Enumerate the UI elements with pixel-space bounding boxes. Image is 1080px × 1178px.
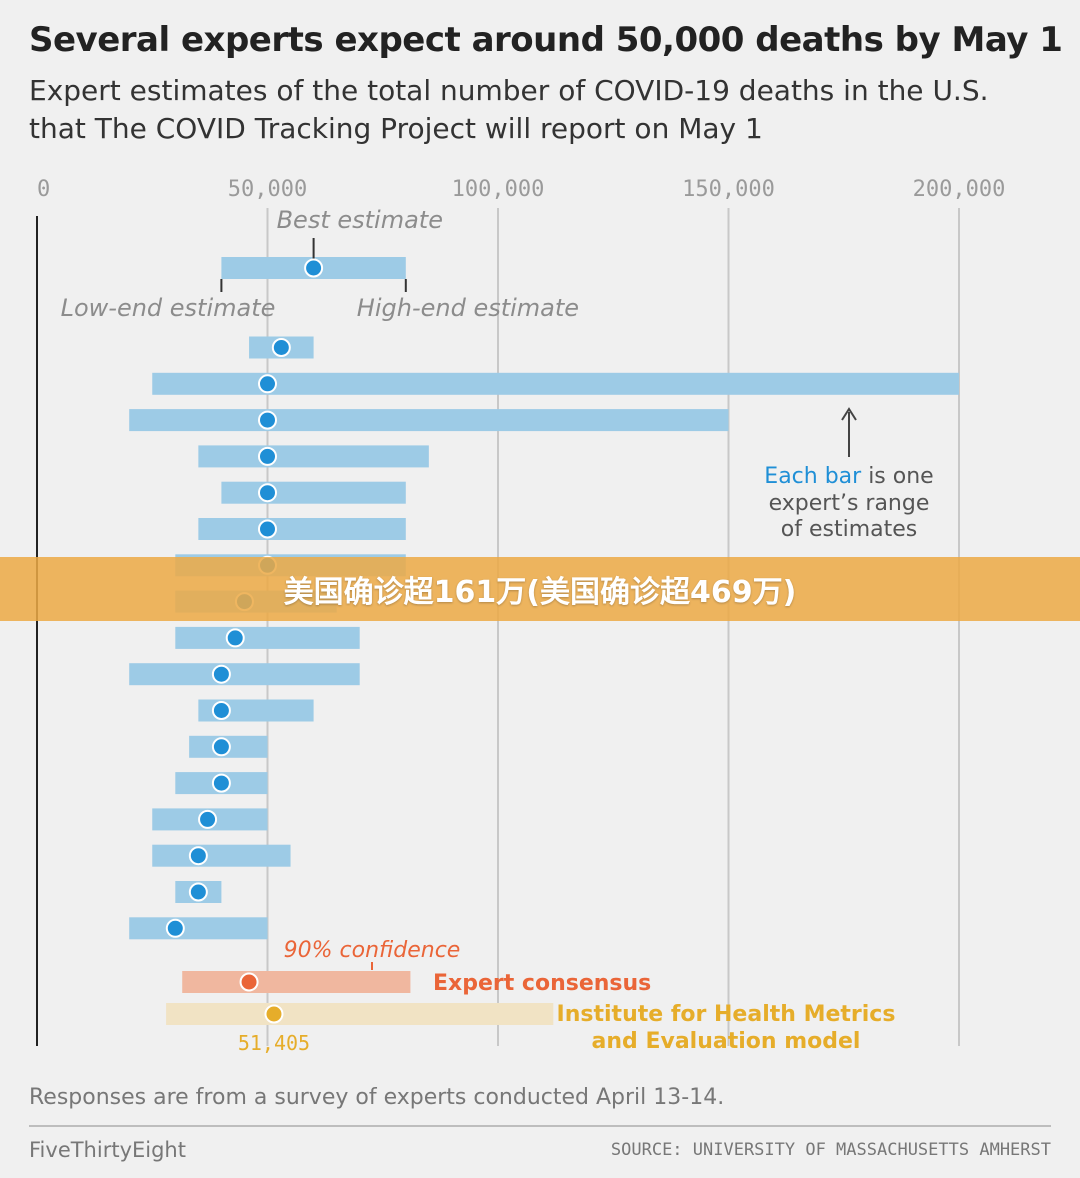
expert-dot-2 [258, 374, 277, 394]
expert-bar-15 [152, 844, 291, 867]
ihme-bar [166, 1003, 554, 1025]
overlay-banner: 美国确诊超161万(美国确诊超469万) [0, 557, 1080, 621]
expert-bar-9 [175, 626, 360, 649]
x-tick-label-3: 150,000 [682, 177, 775, 202]
consensus-ci-label: 90% confidence [284, 938, 461, 963]
expert-bar-3 [129, 409, 729, 432]
x-tick-label-4: 200,000 [913, 177, 1006, 202]
expert-dot-14 [198, 809, 218, 829]
expert-dot-6 [258, 519, 277, 539]
expert-dot-9 [225, 628, 245, 648]
annotation-rest: is one [861, 464, 934, 489]
brand-name: FiveThirtyEight [29, 1138, 186, 1162]
overlay-banner-text: 美国确诊超161万(美国确诊超469万) [283, 575, 797, 610]
ihme-label-line-1: Institute for Health Metrics [557, 1002, 896, 1027]
annotation-highlight: Each bar [764, 464, 862, 489]
expert-dot-10 [211, 664, 231, 684]
expert-bar-6 [198, 518, 406, 540]
expert-bar-4 [198, 445, 429, 468]
x-tick-label-2: 100,000 [452, 177, 545, 202]
chart-title: Several experts expect around 50,000 dea… [29, 20, 1063, 60]
annotation-line-1: Each bar is one [764, 464, 933, 489]
expert-bar-17 [129, 917, 268, 940]
expert-dot-15 [188, 846, 208, 866]
footer-divider [29, 1125, 1051, 1127]
ihme-dot [264, 1004, 284, 1024]
legend-example-dot [304, 258, 324, 278]
expert-dot-3 [258, 410, 277, 430]
expert-bar-2 [152, 372, 959, 395]
ihme-label-line-2: and Evaluation model [592, 1029, 861, 1054]
ihme-value-label: 51,405 [238, 1031, 310, 1055]
expert-bar-5 [221, 481, 406, 504]
footnote: Responses are from a survey of experts c… [29, 1085, 725, 1110]
consensus-dot [239, 972, 259, 992]
expert-dot-13 [211, 773, 231, 793]
expert-bar-10 [129, 663, 360, 686]
expert-dot-16 [188, 882, 208, 902]
consensus-label: Expert consensus [433, 971, 651, 996]
consensus-bar [182, 971, 411, 993]
expert-dot-12 [211, 737, 231, 757]
expert-dot-11 [211, 701, 231, 720]
range-chart: 0 50,000 100,000 150,000 200,000 Best estimat… [36, 177, 1006, 1055]
legend-best-label: Best estimate [277, 206, 443, 234]
source-line: SOURCE: UNIVERSITY OF MASSACHUSETTS AMHE… [610, 1140, 1051, 1160]
expert-dot-5 [258, 483, 277, 503]
x-tick-label-1: 50,000 [228, 177, 307, 202]
legend-high-label: High-end estimate [357, 294, 579, 322]
x-tick-label-0: 0 [37, 177, 50, 202]
expert-dot-4 [258, 446, 277, 466]
chart-subtitle: Expert estimates of the total number of … [29, 74, 989, 145]
annotation-arrow-head [841, 407, 857, 421]
annotation-line-3: of estimates [781, 517, 917, 542]
annotation-line-2: expert’s range [769, 491, 930, 516]
legend-low-label: Low-end estimate [61, 294, 276, 322]
expert-dot-17 [165, 918, 185, 938]
expert-dot-1 [271, 338, 291, 357]
